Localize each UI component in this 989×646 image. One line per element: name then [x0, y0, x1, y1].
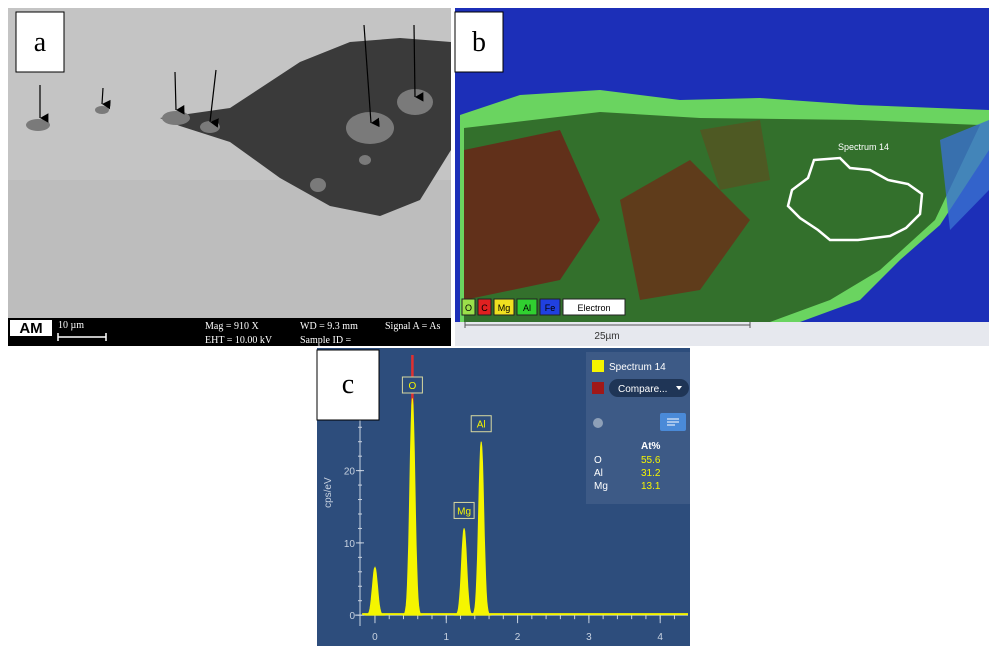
panel-label: a — [34, 27, 47, 58]
info: Mag = 910 X — [205, 321, 259, 332]
x-tick-label: 2 — [515, 632, 521, 643]
legend-swatch — [493, 298, 515, 316]
y-tick-label: 20 — [344, 467, 356, 478]
dropdown-arrow — [676, 386, 682, 390]
legend-label: Mg — [498, 303, 511, 313]
menu-icon — [667, 418, 679, 426]
peak-label: O — [409, 381, 417, 392]
map-red — [700, 120, 770, 190]
scale-bar-label: 25µm — [594, 331, 619, 342]
element: Mg — [594, 481, 608, 492]
series-swatch — [592, 360, 604, 372]
series-name: Spectrum 14 — [609, 362, 666, 373]
peak-label: Mg — [457, 506, 471, 517]
y-tick-label: 0 — [349, 611, 355, 622]
info-bar — [8, 318, 451, 346]
panel-label-box — [15, 11, 65, 73]
peak-label-box — [453, 501, 475, 519]
legend-label: Electron — [577, 303, 610, 313]
region-outline — [786, 156, 924, 242]
info: Signal A = As — [385, 321, 440, 332]
legend-label: C — [481, 303, 488, 313]
y-axis-label: cps/eV — [323, 477, 334, 508]
panel-label-box — [454, 11, 504, 73]
info: EHT = 10.00 kV — [205, 335, 273, 346]
sem-dark-region — [160, 38, 451, 216]
at-percent: 55.6 — [641, 455, 661, 466]
info: Sample ID = — [300, 335, 352, 346]
scale-bar-label: 10 µm — [58, 320, 84, 331]
table-header: At% — [641, 441, 661, 452]
panel-label: c — [342, 369, 354, 400]
peak — [365, 566, 385, 616]
peak — [402, 398, 423, 616]
panel-label: b — [472, 27, 486, 58]
panel-c: 0 10 20 0 1 2 3 4 cps/eV O Mg Al Spectrum 14 Compare.… — [316, 348, 690, 646]
scale-bar — [57, 333, 107, 341]
legend-label: O — [465, 303, 472, 313]
peak — [454, 528, 475, 616]
scale-strip — [455, 322, 989, 346]
compare-label: Compare... — [618, 384, 667, 395]
element: Al — [594, 468, 603, 479]
arrows — [39, 24, 424, 128]
at-percent: 31.2 — [641, 468, 661, 479]
scale-bar — [464, 322, 751, 328]
logo-box — [10, 320, 52, 336]
legend-swatch — [516, 298, 538, 316]
gear-icon — [593, 418, 603, 428]
map-blue — [940, 120, 989, 230]
at-percent: 13.1 — [641, 481, 661, 492]
logo: AM — [19, 320, 42, 337]
y-tick-label: 10 — [344, 539, 356, 550]
panel-label-box — [316, 349, 380, 421]
x-tick-label: 1 — [443, 632, 449, 643]
map-legend: O C Mg Al Fe Electron — [461, 298, 626, 316]
panel-b: Spectrum 14 O C Mg Al Fe Electron 25µm b — [454, 8, 989, 346]
x-tick-label: 0 — [372, 632, 378, 643]
legend-label: Al — [523, 303, 531, 313]
peak — [471, 441, 492, 616]
legend-swatch — [539, 298, 561, 316]
map-red — [620, 160, 750, 300]
peak-label-box — [470, 415, 492, 433]
legend-swatch — [461, 298, 476, 316]
info: WD = 9.3 mm — [300, 321, 358, 332]
panel-a: AM 10 µm Mag = 910 X WD = 9.3 mm Signal … — [8, 8, 451, 346]
legend-swatch — [562, 298, 626, 316]
element: O — [594, 455, 602, 466]
region-label: Spectrum 14 — [838, 142, 889, 152]
peak-label-box — [401, 376, 423, 394]
compare-button[interactable] — [609, 379, 689, 397]
legend-label: Fe — [545, 303, 556, 313]
legend-swatch — [477, 298, 492, 316]
compare-swatch — [592, 382, 604, 394]
x-tick-label: 4 — [657, 632, 663, 643]
x-tick-label: 3 — [586, 632, 592, 643]
peak-label: Al — [477, 420, 486, 431]
map-red — [464, 130, 600, 300]
